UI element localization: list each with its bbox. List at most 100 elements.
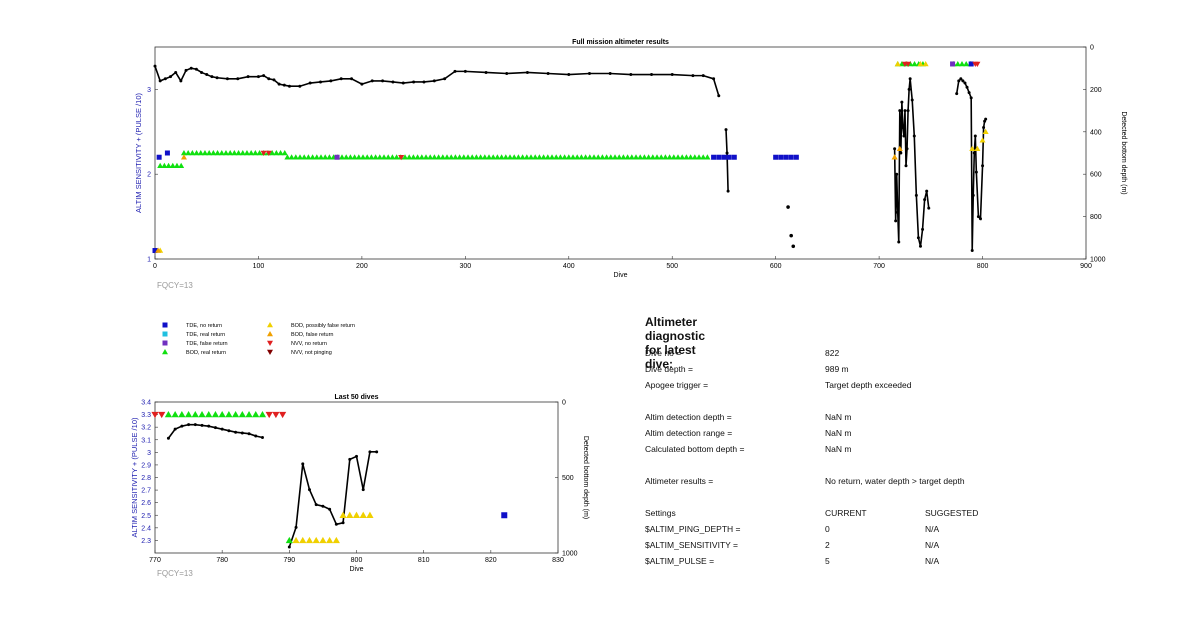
bottom-depth-point	[724, 128, 728, 132]
bottom-depth-point	[670, 73, 674, 77]
y-right-tick-label: 200	[1090, 87, 1102, 94]
diag-value-bottom-depth: NaN m	[825, 444, 852, 454]
marker-tde-no-return	[164, 150, 170, 156]
bottom-depth-point	[463, 69, 467, 73]
x-tick-label: 790	[283, 557, 295, 564]
marker-bod-real-return	[679, 154, 686, 160]
bottom-depth-point	[334, 522, 338, 526]
marker-bod-real-return	[339, 154, 346, 160]
marker-bod-real-return	[393, 154, 400, 160]
bottom-depth-point	[236, 77, 240, 81]
last-50-dives-chart: Last 50 dives 770 780 790 800 810 820 830 Dive 2.…	[130, 394, 589, 578]
diag-value-dive-depth: 989 m	[825, 364, 849, 374]
legend-label-bod-real-return: BOD, real return	[186, 350, 226, 356]
setting-suggested-pulse: N/A	[925, 556, 940, 566]
marker-bod-real-return	[578, 154, 585, 160]
plot-area	[154, 46, 1087, 260]
bottom-depth-point	[916, 236, 920, 240]
bottom-depth-point	[717, 94, 721, 98]
bottom-depth-point	[726, 189, 730, 193]
legend-label-nvv-no-return: NVV, no return	[291, 341, 327, 347]
marker-bod-real-return	[235, 150, 242, 156]
x-tick-label: 770	[149, 557, 161, 564]
marker-bod-real-return	[205, 410, 213, 418]
marker-bod-real-return	[574, 154, 581, 160]
diag-label-detection-depth: Altim detection depth =	[645, 412, 732, 422]
marker-tde-no-return	[711, 154, 717, 160]
diag-value-apogee-trigger: Target depth exceeded	[825, 380, 912, 390]
marker-bod-real-return	[238, 410, 246, 418]
marker-bod-real-return	[256, 150, 263, 156]
bottom-depth-point	[339, 77, 343, 81]
marker-nvv-no-return	[272, 411, 280, 419]
diag-value-results: No return, water depth > target depth	[825, 476, 965, 486]
y-left-tick-label: 2.7	[141, 488, 151, 495]
bottom-depth-point	[899, 151, 903, 155]
marker-bod-real-return	[645, 154, 652, 160]
marker-bod-real-return	[696, 154, 703, 160]
marker-bod-real-return	[519, 154, 526, 160]
marker-bod-real-return	[318, 154, 325, 160]
y-right-tick-label: 800	[1090, 214, 1102, 221]
bottom-depth-point	[918, 244, 922, 248]
marker-bod-real-return	[343, 154, 350, 160]
marker-bod-real-return	[381, 154, 388, 160]
bottom-depth-point	[381, 79, 385, 83]
legend-label-bod-false-return: BOD, false return	[291, 332, 334, 338]
marker-bod-real-return	[197, 150, 204, 156]
marker-bod-real-return	[284, 154, 291, 160]
marker-bod-real-return	[954, 60, 961, 67]
marker-tde-no-return	[968, 61, 974, 67]
marker-bod-real-return	[418, 154, 425, 160]
marker-tde-no-return	[716, 154, 722, 160]
marker-bod-real-return	[231, 150, 238, 156]
legend-marker-bod-possibly-false-return	[267, 322, 273, 328]
settings-header-suggested: SUGGESTED	[925, 508, 979, 518]
setting-current-pulse: 5	[825, 556, 830, 566]
bottom-depth-point	[247, 432, 251, 436]
marker-tde-no-return	[778, 154, 784, 160]
bottom-depth-point	[234, 430, 238, 434]
marker-bod-real-return	[599, 154, 606, 160]
marker-bod-real-return	[557, 154, 564, 160]
bottom-depth-point	[976, 215, 980, 219]
x-tick-label: 830	[552, 557, 564, 564]
bottom-depth-point	[791, 244, 796, 249]
y-right-tick-label: 0	[1090, 45, 1094, 52]
marker-tde-no-return	[788, 154, 794, 160]
bottom-depth-point	[193, 423, 197, 427]
marker-bod-real-return	[427, 154, 434, 160]
marker-bod-real-return	[435, 154, 442, 160]
marker-bod-real-return	[385, 154, 392, 160]
y-right-axis-label: Detected bottom depth (m)	[1120, 111, 1127, 194]
bottom-depth-point	[205, 73, 209, 77]
bottom-depth-point	[567, 73, 571, 77]
marker-bod-possibly-false-return	[319, 536, 327, 544]
marker-bod-real-return	[549, 154, 556, 160]
bottom-depth-point	[227, 429, 231, 433]
marker-bod-real-return	[288, 154, 295, 160]
bottom-depth-point	[422, 80, 426, 84]
plot-area	[154, 401, 559, 554]
marker-bod-real-return	[368, 154, 375, 160]
marker-bod-real-return	[700, 154, 707, 160]
marker-bod-false-return	[891, 154, 898, 160]
marker-bod-possibly-false-return	[332, 536, 340, 544]
marker-bod-real-return	[641, 154, 648, 160]
bottom-depth-point	[173, 427, 177, 431]
bottom-depth-point	[360, 82, 364, 86]
bottom-depth-point	[984, 117, 988, 121]
bottom-depth-point	[629, 73, 633, 77]
bottom-depth-point	[904, 164, 908, 168]
marker-bod-real-return	[245, 410, 253, 418]
marker-bod-real-return	[444, 154, 451, 160]
bottom-depth-point	[294, 525, 298, 529]
marker-bod-real-return	[355, 154, 362, 160]
x-tick-label: 800	[351, 557, 363, 564]
y-left-tick-label: 2.5	[141, 513, 151, 520]
settings-header-label: Settings	[645, 508, 676, 518]
marker-bod-possibly-false-return	[366, 511, 374, 518]
bottom-depth-point	[368, 450, 372, 454]
marker-bod-real-return	[666, 154, 673, 160]
marker-bod-real-return	[544, 154, 551, 160]
